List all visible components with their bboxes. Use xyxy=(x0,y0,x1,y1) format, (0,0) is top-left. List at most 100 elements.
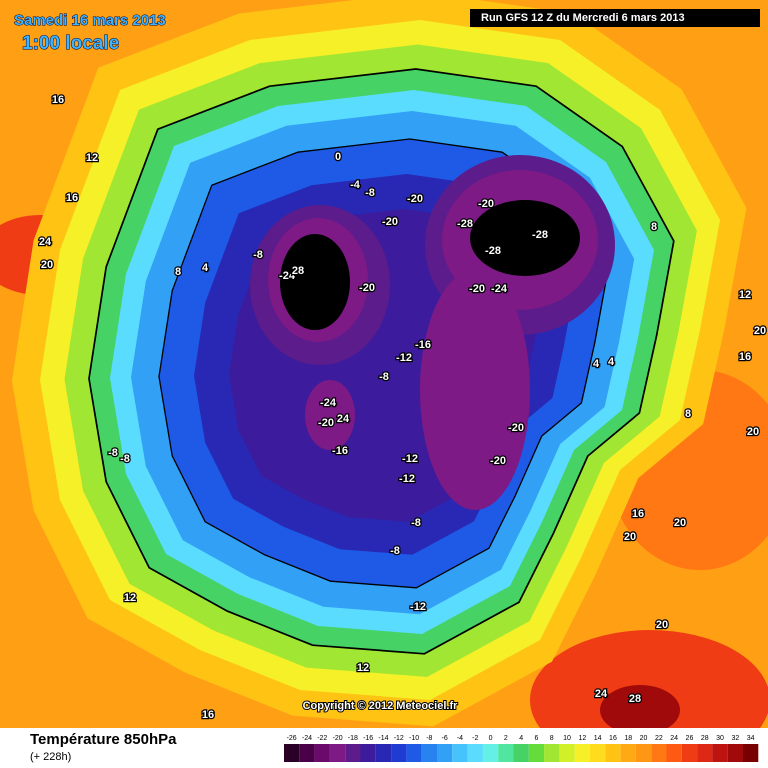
colorbar-swatch xyxy=(727,744,743,762)
colorbar-label: -24 xyxy=(302,735,312,742)
contour-label: -12 xyxy=(396,352,412,364)
contour-label: 20 xyxy=(656,619,668,631)
colorbar-label: 16 xyxy=(609,735,617,742)
contour-label: -20 xyxy=(318,417,334,429)
contour-label: -20 xyxy=(359,282,375,294)
contour-label: -12 xyxy=(410,601,426,613)
contour-label: -8 xyxy=(390,545,400,557)
contour-label: 16 xyxy=(739,351,751,363)
contour-label: -20 xyxy=(407,193,423,205)
colorbar-swatch xyxy=(452,744,468,762)
colorbar-label: 6 xyxy=(534,735,538,742)
contour-label: -20 xyxy=(478,198,494,210)
contour-label: 20 xyxy=(674,517,686,529)
contour-label: 12 xyxy=(739,289,751,301)
run-info: Run GFS 12 Z du Mercredi 6 mars 2013 xyxy=(481,12,685,24)
colorbar-label: -14 xyxy=(378,735,388,742)
colorbar-label: 8 xyxy=(550,735,554,742)
colorbar-swatch xyxy=(743,744,759,762)
colorbar-swatch xyxy=(284,744,300,762)
colorbar-swatch xyxy=(605,744,621,762)
colorbar-label: 20 xyxy=(640,735,648,742)
colorbar-label: 4 xyxy=(519,735,523,742)
copyright: Copyright © 2012 Meteociel.fr xyxy=(303,700,459,712)
contour-label: 16 xyxy=(52,94,64,106)
contour-label: -24 xyxy=(279,270,296,282)
colorbar-swatch xyxy=(651,744,667,762)
colorbar-swatch xyxy=(620,744,636,762)
colorbar-swatch xyxy=(421,744,437,762)
colorbar-swatch xyxy=(590,744,606,762)
contour-label: 12 xyxy=(86,152,98,164)
contour-label: 20 xyxy=(624,531,636,543)
colorbar-swatch xyxy=(314,744,330,762)
contour-label: 12 xyxy=(357,662,369,674)
contour-label: -8 xyxy=(253,249,263,261)
contour-label: 4 xyxy=(608,356,615,368)
colorbar-swatch xyxy=(513,744,529,762)
contour-label: 24 xyxy=(39,236,52,248)
colorbar-swatch xyxy=(574,744,590,762)
warm-zone xyxy=(600,685,680,735)
colorbar-label: -16 xyxy=(363,735,373,742)
colorbar-label: 30 xyxy=(716,735,724,742)
contour-label: -8 xyxy=(108,447,118,459)
colorbar-swatch xyxy=(375,744,392,762)
time: 1:00 locale xyxy=(22,33,119,54)
contour-label: 4 xyxy=(593,358,600,370)
colorbar-swatch xyxy=(544,744,560,762)
contour-label: -28 xyxy=(485,245,501,257)
colorbar-label: -8 xyxy=(426,735,432,742)
contour-label: -8 xyxy=(365,187,375,199)
colorbar-swatch xyxy=(406,744,422,762)
colorbar-swatch xyxy=(467,744,483,762)
colorbar-label: -4 xyxy=(457,735,463,742)
colorbar-label: 26 xyxy=(686,735,694,742)
contour-label: -8 xyxy=(379,371,389,383)
contour-label: -16 xyxy=(415,339,431,351)
colorbar-swatch xyxy=(697,744,713,762)
colorbar-swatch xyxy=(391,744,407,762)
colorbar-label: 10 xyxy=(563,735,571,742)
colorbar-label: -26 xyxy=(287,735,297,742)
cold-core xyxy=(280,234,350,330)
colorbar-swatch xyxy=(498,744,514,762)
contour-label: 8 xyxy=(685,408,691,420)
contour-label: -4 xyxy=(350,179,361,191)
colorbar-swatch xyxy=(635,744,652,762)
colorbar-label: 0 xyxy=(489,735,493,742)
colorbar-label: 22 xyxy=(655,735,663,742)
date: Samedi 16 mars 2013 xyxy=(14,12,166,29)
contour-label: 28 xyxy=(292,265,304,277)
contour-label: -8 xyxy=(120,453,130,465)
colorbar-label: -10 xyxy=(409,735,419,742)
colorbar-swatch xyxy=(437,744,453,762)
contour-label: -16 xyxy=(332,445,348,457)
contour-label: -12 xyxy=(399,473,415,485)
contour-label: -24 xyxy=(320,397,337,409)
contour-label: 0 xyxy=(335,151,341,163)
contour-label: 24 xyxy=(595,688,608,700)
contour-label: -20 xyxy=(382,216,398,228)
colorbar-label: 28 xyxy=(701,735,709,742)
colorbar-swatch xyxy=(345,744,361,762)
colorbar-swatch xyxy=(299,744,315,762)
contour-label: -20 xyxy=(469,283,485,295)
cold-core xyxy=(305,380,355,450)
colorbar-swatch xyxy=(360,744,376,762)
footer-lead: (+ 228h) xyxy=(30,751,71,763)
contour-label: 12 xyxy=(124,592,136,604)
contour-label: 16 xyxy=(202,709,214,721)
contour-label: 24 xyxy=(337,413,350,425)
colorbar-swatch xyxy=(666,744,682,762)
colorbar-swatch xyxy=(712,744,728,762)
colorbar-label: -12 xyxy=(394,735,404,742)
cold-core xyxy=(470,200,580,276)
colorbar-swatch xyxy=(559,744,575,762)
contour-label: 28 xyxy=(629,693,641,705)
colorbar-swatch xyxy=(681,744,698,762)
contour-label: -8 xyxy=(411,517,421,529)
colorbar-label: -6 xyxy=(442,735,448,742)
